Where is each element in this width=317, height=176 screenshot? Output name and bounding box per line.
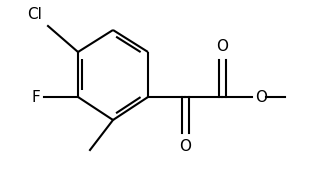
Text: O: O [255,90,267,105]
Text: F: F [31,90,40,105]
Text: O: O [179,139,191,154]
Text: O: O [216,39,228,54]
Text: Cl: Cl [27,7,42,22]
